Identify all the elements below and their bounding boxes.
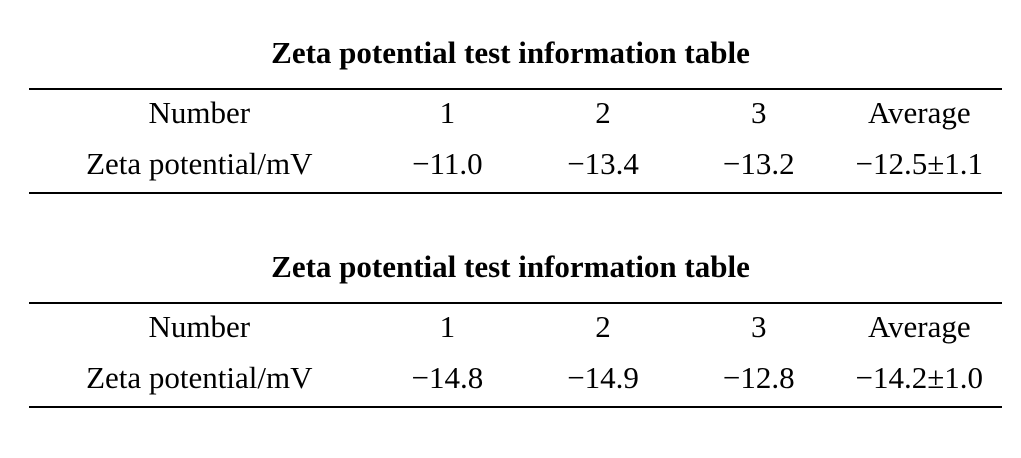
header-cell-sample-2: 2 — [595, 309, 611, 344]
zeta-table-block-1: Zeta potential test information table Nu… — [0, 36, 1021, 194]
header-cell-sample-3: 3 — [750, 309, 767, 344]
data-cell-sample-1: −11.0 — [412, 146, 483, 181]
data-cell-sample-3: −13.2 — [722, 146, 795, 181]
row-label-zeta-potential: Zeta potential/mV — [86, 146, 313, 181]
table-title: Zeta potential test information table — [271, 249, 750, 284]
zeta-potential-table-2: Number 1 2 3 Average Zeta potential/mV −… — [29, 302, 1002, 408]
data-cell-sample-3: −12.8 — [722, 360, 795, 395]
table-title: Zeta potential test information table — [271, 35, 750, 70]
header-cell-number: Number — [148, 95, 251, 130]
data-cell-average: −12.5±1.1 — [855, 146, 984, 181]
table-data-row: Zeta potential/mV −11.0 −13.4 −13.2 −12.… — [29, 136, 1002, 193]
row-label-zeta-potential: Zeta potential/mV — [86, 360, 313, 395]
header-cell-average: Average — [867, 95, 971, 130]
header-cell-sample-1: 1 — [439, 309, 456, 344]
table-data-row: Zeta potential/mV −14.8 −14.9 −12.8 −14.… — [29, 350, 1002, 407]
header-cell-sample-1: 1 — [439, 95, 456, 130]
zeta-table-block-2: Zeta potential test information table Nu… — [0, 250, 1021, 408]
data-cell-average: −14.2±1.0 — [855, 360, 984, 395]
table-header-row: Number 1 2 3 Average — [29, 89, 1002, 136]
header-cell-number: Number — [148, 309, 251, 344]
header-cell-average: Average — [867, 309, 971, 344]
data-cell-sample-1: −14.8 — [411, 360, 484, 395]
header-cell-sample-2: 2 — [595, 95, 611, 130]
page: { "page": { "background_color": "#ffffff… — [0, 36, 1021, 458]
data-cell-sample-2: −14.9 — [567, 360, 639, 395]
data-cell-sample-2: −13.4 — [567, 146, 639, 181]
header-cell-sample-3: 3 — [750, 95, 767, 130]
zeta-potential-table-1: Number 1 2 3 Average Zeta potential/mV −… — [29, 88, 1002, 194]
table-header-row: Number 1 2 3 Average — [29, 303, 1002, 350]
